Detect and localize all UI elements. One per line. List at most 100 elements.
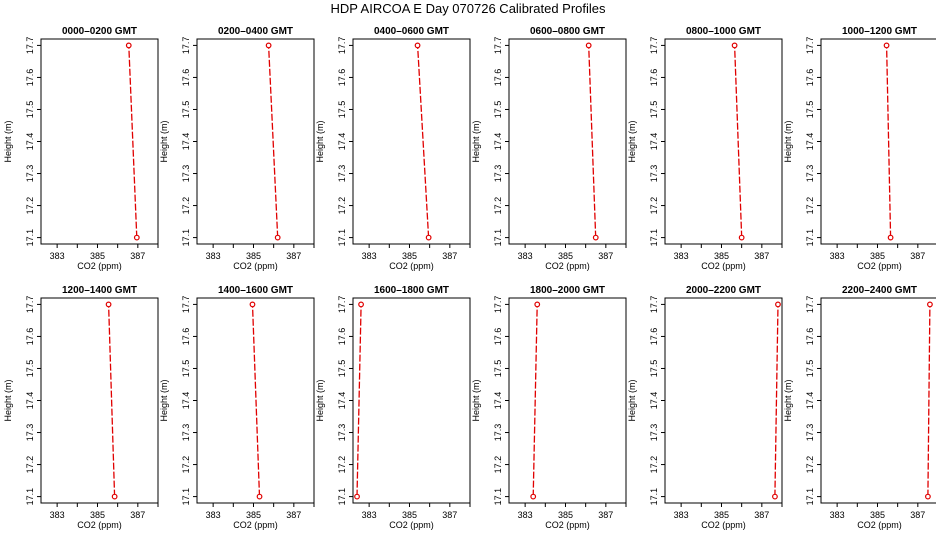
y-tick-label: 17.7 <box>337 296 347 314</box>
y-axis-label: Height (m) <box>627 379 637 421</box>
y-tick-label: 17.6 <box>181 328 191 346</box>
data-point <box>256 493 263 500</box>
profile-line <box>107 304 116 497</box>
x-tick-label: 385 <box>402 510 417 520</box>
y-tick-label: 17.6 <box>493 328 503 346</box>
y-tick-label: 17.5 <box>493 360 503 378</box>
profile-line <box>733 45 743 238</box>
y-tick-label: 17.3 <box>493 165 503 183</box>
x-axis-label: CO2 (ppm) <box>857 261 902 271</box>
x-tick-label: 385 <box>246 251 261 261</box>
x-axis-label: CO2 (ppm) <box>389 520 434 530</box>
y-tick-label: 17.4 <box>25 133 35 151</box>
y-tick-label: 17.5 <box>493 101 503 119</box>
y-tick-label: 17.3 <box>805 424 815 442</box>
y-axis-label: Height (m) <box>783 379 793 421</box>
y-tick-label: 17.4 <box>805 133 815 151</box>
x-tick-label: 387 <box>598 251 613 261</box>
y-axis-label: Height (m) <box>315 379 325 421</box>
plot-frame <box>196 38 315 245</box>
x-tick-label: 385 <box>90 510 105 520</box>
y-tick-label: 17.6 <box>25 69 35 87</box>
y-tick-label: 17.2 <box>649 456 659 474</box>
panel-1: 0000–0200 GMT 383 385 387 CO2 (ppm) 17.1 17.2 1… <box>3 26 159 271</box>
y-tick-label: 17.5 <box>649 101 659 119</box>
x-axis-label: CO2 (ppm) <box>857 520 902 530</box>
panel-title: 1000–1200 GMT <box>842 26 917 37</box>
data-point <box>133 234 140 241</box>
y-tick-label: 17.2 <box>337 456 347 474</box>
x-tick-label: 383 <box>674 251 689 261</box>
plot-frame <box>664 38 783 245</box>
x-tick-label: 387 <box>754 251 769 261</box>
data-point <box>358 301 364 308</box>
x-tick-label: 387 <box>910 251 925 261</box>
x-tick-label: 385 <box>714 251 729 261</box>
y-tick-label: 17.5 <box>337 360 347 378</box>
x-tick-label: 385 <box>870 510 885 520</box>
y-tick-label: 17.6 <box>25 328 35 346</box>
y-tick-label: 17.2 <box>25 197 35 215</box>
y-axis-label: Height (m) <box>783 120 793 162</box>
x-axis-label: CO2 (ppm) <box>389 261 434 271</box>
profile-line <box>356 304 362 497</box>
profile-line <box>885 45 892 238</box>
profile-line <box>251 304 261 497</box>
x-axis-label: CO2 (ppm) <box>233 261 278 271</box>
data-point <box>925 493 931 500</box>
panel-9: 1600–1800 GMT 383 385 387 CO2 (ppm) 17.1 17.2 1… <box>315 285 471 530</box>
y-tick-label: 17.5 <box>805 101 815 119</box>
data-point <box>530 493 537 500</box>
y-tick-label: 17.4 <box>181 392 191 410</box>
profile-line <box>267 45 279 238</box>
panel-3: 0400–0600 GMT 383 385 387 CO2 (ppm) 17.1 17.2 1… <box>315 26 471 271</box>
y-axis-label: Height (m) <box>315 120 325 162</box>
y-tick-label: 17.4 <box>337 392 347 410</box>
panel-8: 1400–1600 GMT 383 385 387 CO2 (ppm) 17.1 17.2 1… <box>159 285 315 530</box>
y-axis-label: Height (m) <box>3 379 13 421</box>
y-tick-label: 17.1 <box>805 488 815 506</box>
y-tick-label: 17.4 <box>337 133 347 151</box>
y-tick-label: 17.5 <box>649 360 659 378</box>
panel-4: 0600–0800 GMT 383 385 387 CO2 (ppm) 17.1 17.2 1… <box>471 26 627 271</box>
y-tick-label: 17.1 <box>805 229 815 247</box>
data-point <box>274 234 281 241</box>
y-tick-label: 17.6 <box>337 69 347 87</box>
data-point <box>585 42 592 49</box>
y-tick-label: 17.6 <box>493 69 503 87</box>
x-tick-label: 385 <box>90 251 105 261</box>
y-tick-label: 17.1 <box>25 488 35 506</box>
plot-frame <box>508 297 627 504</box>
y-tick-label: 17.1 <box>337 488 347 506</box>
x-tick-label: 385 <box>714 510 729 520</box>
x-tick-label: 385 <box>402 251 417 261</box>
x-tick-label: 383 <box>830 251 845 261</box>
y-tick-label: 17.7 <box>805 37 815 55</box>
y-tick-label: 17.1 <box>649 488 659 506</box>
data-point <box>927 301 933 308</box>
data-point <box>414 42 421 49</box>
y-tick-label: 17.5 <box>337 101 347 119</box>
data-point <box>265 42 272 49</box>
panel-title: 0200–0400 GMT <box>218 26 293 37</box>
panel-10: 1800–2000 GMT 383 385 387 CO2 (ppm) 17.1 17.2 1… <box>471 285 627 530</box>
y-tick-label: 17.1 <box>181 488 191 506</box>
plot-frame <box>352 297 471 504</box>
x-tick-label: 387 <box>286 510 301 520</box>
y-tick-label: 17.1 <box>649 229 659 247</box>
profile-line <box>532 304 538 497</box>
y-tick-label: 17.4 <box>493 133 503 151</box>
x-axis-label: CO2 (ppm) <box>701 520 746 530</box>
plot-frame <box>40 297 159 504</box>
data-point <box>738 234 745 241</box>
y-tick-label: 17.2 <box>337 197 347 215</box>
y-tick-label: 17.3 <box>25 165 35 183</box>
y-axis-label: Height (m) <box>471 120 481 162</box>
panel-7: 1200–1400 GMT 383 385 387 CO2 (ppm) 17.1 17.2 1… <box>3 285 159 530</box>
y-tick-label: 17.3 <box>181 165 191 183</box>
data-point <box>534 301 541 308</box>
data-point <box>772 493 778 500</box>
x-tick-label: 387 <box>754 510 769 520</box>
y-tick-label: 17.1 <box>337 229 347 247</box>
panel-title: 1600–1800 GMT <box>374 285 449 296</box>
